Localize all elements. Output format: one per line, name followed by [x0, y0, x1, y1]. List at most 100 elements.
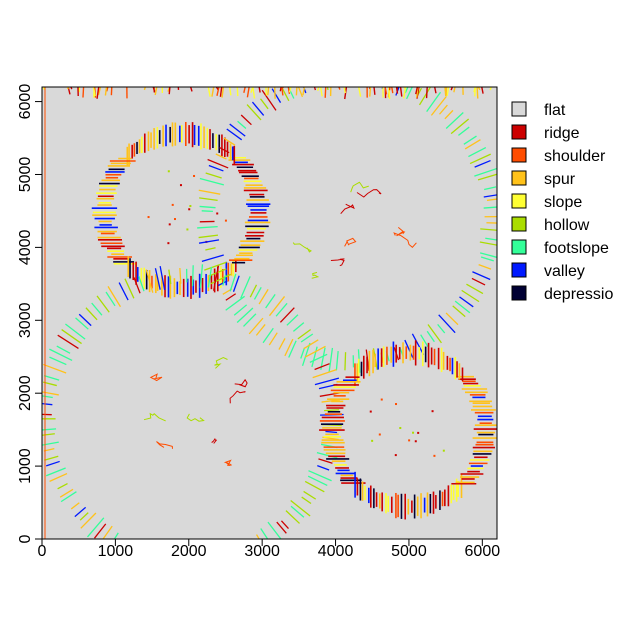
landform-mark — [45, 460, 60, 467]
landform-mark — [147, 216, 150, 219]
landform-mark — [208, 164, 224, 172]
landform-mark — [380, 398, 383, 401]
landform-mark — [326, 87, 329, 91]
landform-mark — [458, 126, 470, 136]
landform-mark — [320, 347, 326, 370]
x-tick-label: 1000 — [98, 543, 134, 560]
landform-mark — [236, 307, 254, 323]
legend-label-hollow: hollow — [544, 217, 590, 234]
landform-mark — [445, 312, 459, 326]
legend-swatch-flat — [511, 101, 527, 117]
landform-mark — [268, 332, 278, 346]
landform-mark — [96, 295, 110, 313]
landform-mark — [248, 317, 264, 335]
landform-mark — [246, 87, 250, 98]
landform-mark — [395, 403, 398, 406]
landform-mark — [406, 87, 413, 100]
landform-mark — [466, 283, 484, 295]
landform-mark — [214, 357, 228, 369]
landform-mark — [146, 548, 151, 564]
landform-mark — [280, 87, 290, 102]
landform-mark — [199, 264, 204, 289]
landform-mark — [324, 87, 327, 98]
landform-mark — [171, 203, 174, 206]
landform-mark — [483, 206, 497, 209]
landform-mark — [322, 436, 339, 441]
landform-mark — [324, 409, 340, 412]
landform-mark — [450, 87, 454, 91]
landform-mark — [471, 277, 486, 286]
ring-structure-2 — [42, 264, 344, 566]
landform-mark — [226, 546, 232, 566]
y-axis: 0 1000 2000 3000 4000 5000 6000 — [17, 84, 42, 543]
landform-mark — [314, 363, 330, 371]
edge-artifacts — [42, 87, 493, 539]
landform-mark — [469, 153, 492, 165]
landform-mark — [260, 98, 269, 110]
landform-mark — [229, 390, 246, 404]
landform-mark — [212, 265, 220, 291]
landform-mark — [404, 339, 414, 358]
landform-mark — [300, 347, 306, 359]
landform-mark — [301, 496, 312, 505]
landform-mark — [222, 274, 227, 286]
landform-mark — [93, 523, 107, 539]
landform-mark — [151, 552, 154, 562]
landform-mark — [300, 333, 314, 343]
legend-swatch-spur — [511, 170, 527, 186]
landform-mark — [452, 305, 466, 318]
landform-mark — [228, 87, 232, 96]
landform-mark — [149, 373, 163, 382]
landform-mark — [232, 275, 240, 292]
landform-mark — [96, 87, 100, 99]
landform-mark — [243, 87, 246, 93]
landform-mark — [56, 345, 71, 354]
y-tick-label: 0 — [17, 534, 34, 543]
landform-mark — [43, 448, 55, 452]
landform-mark — [124, 278, 135, 299]
landform-mark — [420, 334, 429, 347]
landform-mark — [61, 329, 82, 345]
landform-mark — [437, 323, 446, 334]
landform-mark — [414, 440, 417, 443]
landform-mark — [201, 210, 213, 213]
landform-mark — [384, 87, 388, 95]
landform-mark — [249, 284, 258, 298]
landform-mark — [237, 120, 247, 129]
y-tick-label: 2000 — [17, 375, 34, 411]
legend-label-valley: valley — [544, 263, 585, 280]
landform-mark — [485, 237, 497, 241]
landform-mark — [258, 289, 269, 305]
landform-mark — [369, 87, 371, 90]
landform-mark — [388, 87, 391, 88]
landform-mark — [218, 553, 220, 563]
landform-mark — [191, 265, 194, 287]
landform-mark — [415, 87, 419, 98]
landform-mark — [373, 87, 376, 95]
landform-mark — [444, 109, 454, 120]
landform-mark — [207, 87, 211, 97]
landform-mark — [219, 146, 230, 154]
landform-mark — [297, 87, 304, 98]
landform-mark — [246, 104, 262, 121]
legend-swatch-footslope — [511, 239, 527, 255]
x-tick-label: 4000 — [318, 543, 354, 560]
landform-mark — [42, 428, 57, 431]
landform-mark — [133, 277, 141, 294]
landform-mark — [78, 313, 92, 327]
landform-mark — [461, 289, 480, 303]
landform-mark — [281, 87, 284, 96]
landform-mark — [219, 87, 223, 97]
landform-mark — [105, 291, 116, 307]
landform-mark — [186, 228, 189, 231]
landform-mark — [481, 87, 484, 94]
landform-mark — [403, 87, 407, 99]
landform-mark — [431, 410, 434, 413]
landform-features — [42, 87, 497, 566]
landform-mark — [138, 275, 145, 292]
landform-mark — [65, 323, 86, 340]
landform-mark — [211, 87, 215, 97]
landform-mark — [284, 338, 294, 357]
landform-mark — [307, 475, 328, 486]
landform-mark — [198, 189, 221, 195]
